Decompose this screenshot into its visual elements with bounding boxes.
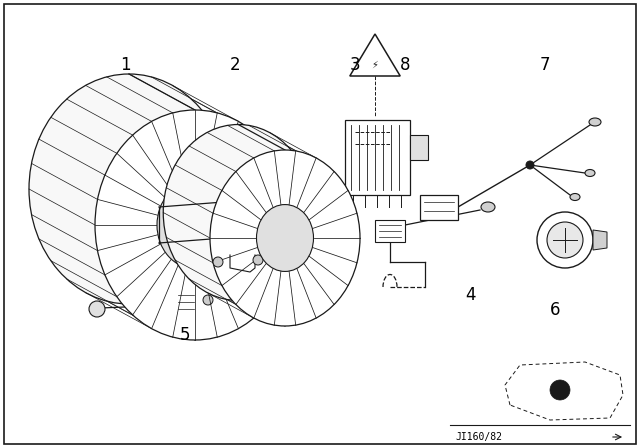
Polygon shape [350, 34, 400, 76]
Polygon shape [593, 230, 607, 250]
Circle shape [203, 295, 213, 305]
Ellipse shape [157, 181, 233, 269]
Ellipse shape [257, 205, 314, 271]
Bar [420, 195, 458, 220]
Circle shape [550, 380, 570, 400]
Bar [375, 220, 405, 242]
Circle shape [526, 161, 534, 169]
Ellipse shape [570, 194, 580, 201]
Ellipse shape [210, 150, 360, 326]
Bar [345, 120, 410, 195]
Circle shape [253, 255, 263, 265]
Bar [175, 290, 197, 312]
Text: ⚡: ⚡ [372, 60, 378, 70]
Polygon shape [505, 362, 623, 420]
Text: 8: 8 [400, 56, 410, 74]
Text: 6: 6 [550, 301, 560, 319]
Text: JI160/82: JI160/82 [455, 432, 502, 442]
Ellipse shape [29, 74, 229, 304]
Text: 2: 2 [230, 56, 240, 74]
Ellipse shape [585, 169, 595, 177]
Circle shape [537, 212, 593, 268]
Text: 5: 5 [180, 326, 190, 344]
Ellipse shape [481, 202, 495, 212]
Ellipse shape [589, 118, 601, 126]
Ellipse shape [163, 125, 313, 301]
Circle shape [89, 301, 105, 317]
Circle shape [213, 257, 223, 267]
Ellipse shape [95, 110, 295, 340]
Text: 4: 4 [465, 286, 476, 304]
Bar [410, 135, 428, 160]
Text: 1: 1 [120, 56, 131, 74]
Text: 3: 3 [349, 56, 360, 74]
Text: 7: 7 [540, 56, 550, 74]
Circle shape [547, 222, 583, 258]
